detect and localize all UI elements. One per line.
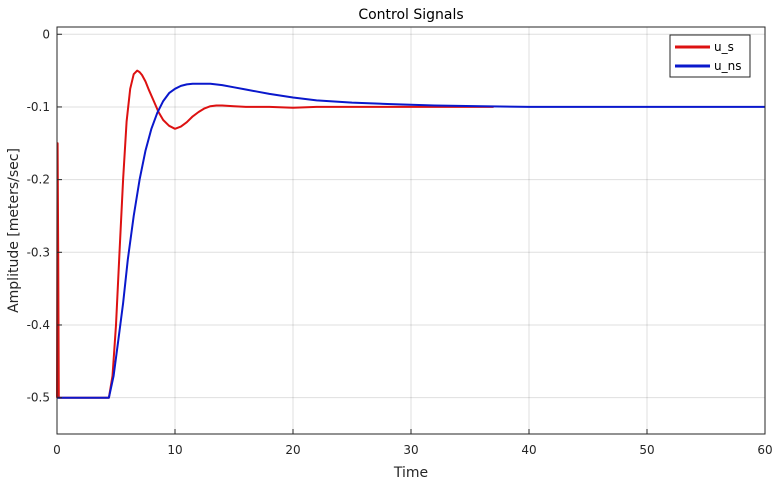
y-tick-label: -0.2 bbox=[27, 173, 50, 187]
series-line-u-ns bbox=[57, 82, 765, 399]
x-tick-label: 10 bbox=[167, 443, 182, 457]
y-tick-label: 0 bbox=[42, 27, 50, 41]
y-axis-label: Amplitude [meters/sec] bbox=[6, 148, 22, 313]
x-tick-label: 30 bbox=[403, 443, 418, 457]
y-tick-label: -0.4 bbox=[27, 318, 50, 332]
y-tick-label: -0.1 bbox=[27, 100, 50, 114]
x-axis-label: Time bbox=[393, 465, 428, 481]
x-tick-label: 40 bbox=[521, 443, 536, 457]
y-tick-label: -0.3 bbox=[27, 245, 50, 259]
series-layer bbox=[56, 69, 765, 399]
y-tick-label: -0.5 bbox=[27, 391, 50, 405]
legend-label-u-ns: u_ns bbox=[714, 59, 741, 73]
x-tick-label: 50 bbox=[639, 443, 654, 457]
legend-box bbox=[669, 34, 751, 78]
x-tick-label: 0 bbox=[53, 443, 61, 457]
legend: u_s u_ns bbox=[669, 34, 751, 78]
tick-labels: 0 10 20 30 40 50 60 0 -0.1 -0.2 -0.3 -0.4 -0.5 bbox=[27, 27, 773, 457]
x-tick-label: 20 bbox=[285, 443, 300, 457]
plot-area bbox=[57, 27, 765, 434]
legend-label-u-s: u_s bbox=[714, 40, 734, 54]
x-tick-label: 60 bbox=[757, 443, 772, 457]
chart-title: Control Signals bbox=[358, 7, 463, 23]
